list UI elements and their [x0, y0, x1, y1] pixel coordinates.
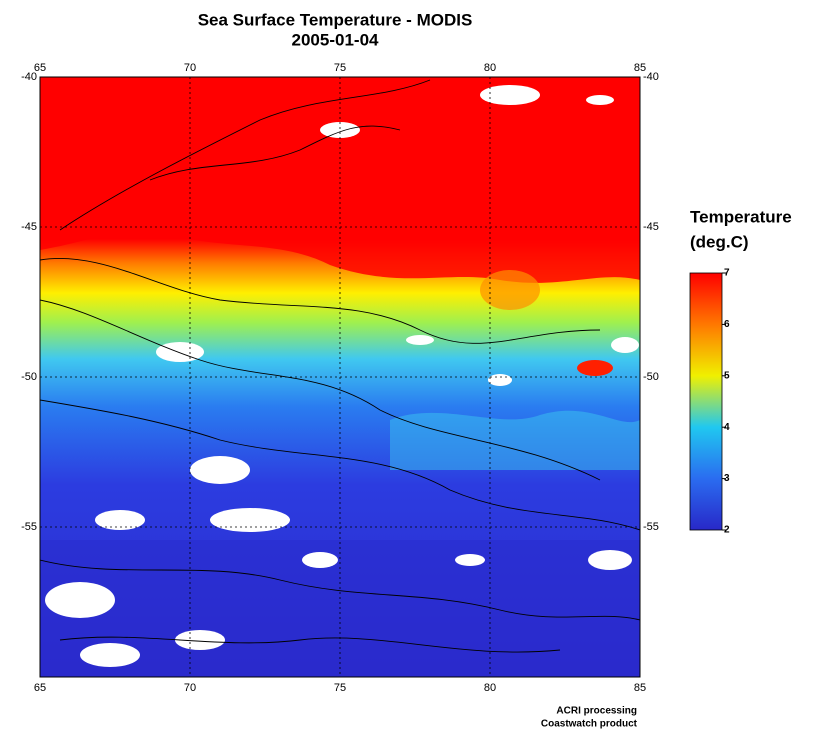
x-tick-label: 70: [184, 682, 196, 694]
clouds: [45, 85, 639, 667]
x-tick-label: 85: [634, 62, 646, 74]
y-tick-label: -40: [21, 71, 37, 83]
colorbar-tick-label: 4: [724, 422, 730, 433]
y-tick-label: -50: [643, 371, 659, 383]
bathymetry-contours: [40, 79, 640, 653]
x-tick-label: 80: [484, 682, 496, 694]
colorbar-tick-label: 2: [724, 525, 730, 536]
map-subtitle: 2005-01-04: [292, 30, 380, 49]
colorbar-title: (deg.C): [690, 232, 749, 251]
y-tick-label: -50: [21, 371, 37, 383]
x-tick-label: 75: [334, 682, 346, 694]
colorbar-tick-label: 7: [724, 268, 730, 279]
y-tick-label: -45: [21, 221, 37, 233]
y-tick-label: -55: [21, 521, 37, 533]
x-tick-label: 65: [34, 62, 46, 74]
x-tick-label: 75: [334, 62, 346, 74]
colorbar-tick-label: 6: [724, 319, 730, 330]
colorbar: [689, 272, 723, 531]
x-tick-label: 85: [634, 682, 646, 694]
colorbar-tick-label: 5: [724, 370, 730, 381]
x-tick-label: 65: [34, 682, 46, 694]
y-tick-label: -55: [643, 521, 659, 533]
colorbar-title: Temperature: [690, 207, 792, 226]
credit: ACRI processing: [556, 706, 637, 717]
x-tick-label: 80: [484, 62, 496, 74]
y-tick-label: -45: [643, 221, 659, 233]
credit: Coastwatch product: [541, 719, 638, 730]
x-tick-label: 70: [184, 62, 196, 74]
map-title: Sea Surface Temperature - MODIS: [198, 10, 473, 29]
y-tick-label: -40: [643, 71, 659, 83]
colorbar-tick-label: 3: [724, 473, 730, 484]
